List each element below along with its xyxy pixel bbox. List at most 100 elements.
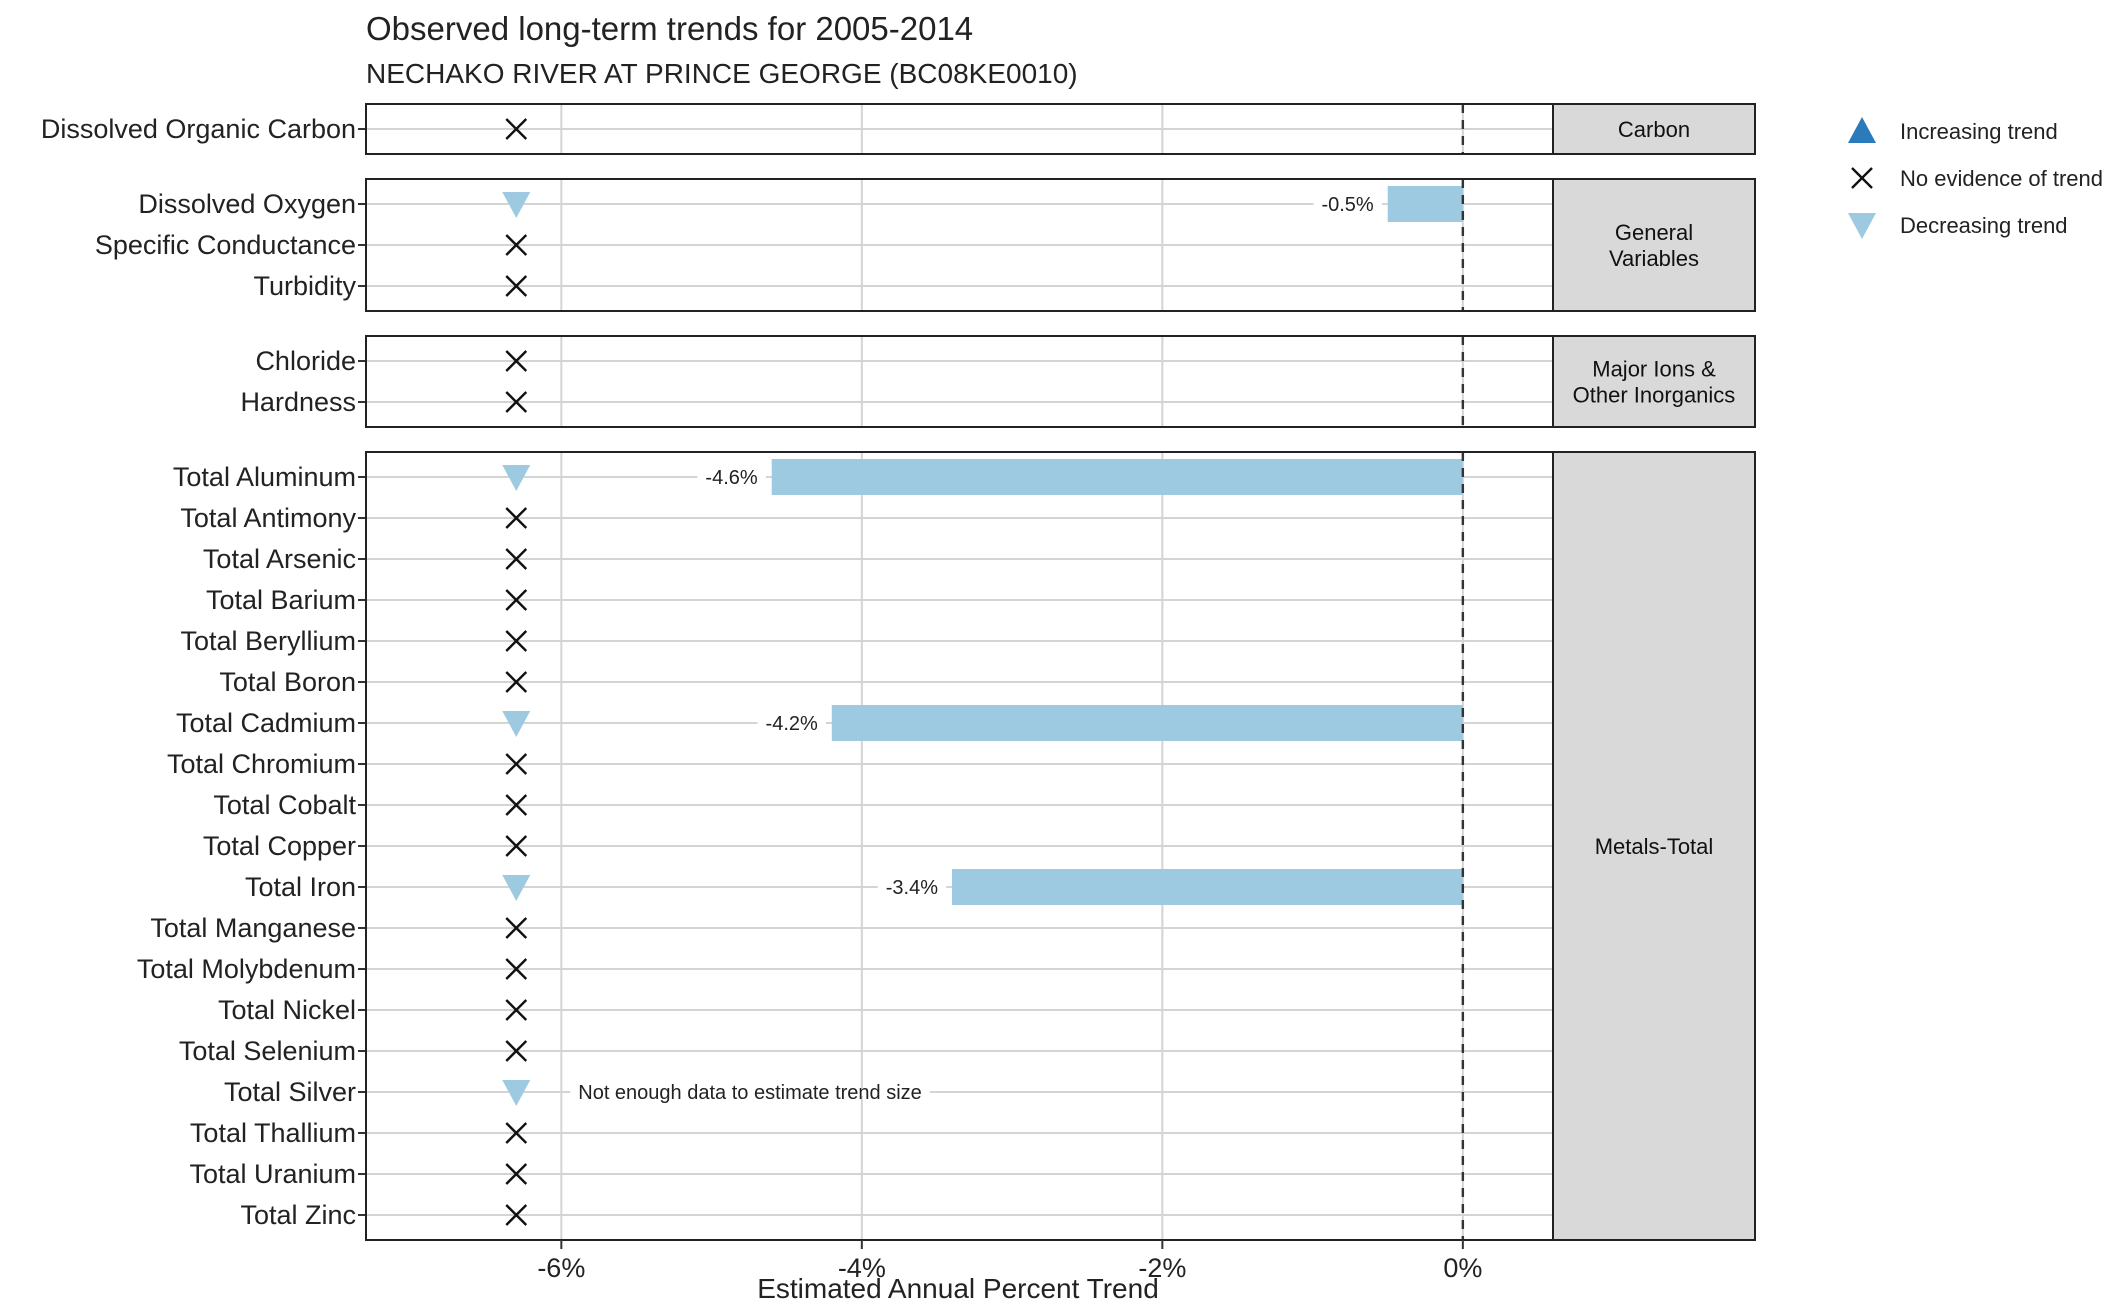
no-trend-marker-turbidity-stroke-b	[505, 275, 528, 297]
row-label-total-silver: Total Silver	[224, 1077, 356, 1107]
row-label-turbidity: Turbidity	[253, 271, 356, 301]
row-label-hardness: Hardness	[240, 387, 356, 417]
no-trend-marker-total-beryllium-stroke-b	[505, 630, 528, 652]
decreasing-marker-total-silver	[502, 1080, 531, 1106]
panel-major-ions-other-inorganics: Chloride Hardness Major Ions &Other Inorga…	[240, 335, 1756, 428]
legend-increasing-icon	[1848, 117, 1876, 143]
no-trend-marker-turbidity	[505, 275, 528, 297]
row-label-total-thallium: Total Thallium	[190, 1118, 356, 1148]
row-label-total-arsenic: Total Arsenic	[203, 544, 356, 574]
row-label-total-molybdenum: Total Molybdenum	[137, 954, 356, 984]
row-label-total-cadmium: Total Cadmium	[176, 708, 356, 738]
bar-dissolved-oxygen	[1387, 186, 1463, 222]
no-trend-marker-total-copper-stroke-b	[505, 835, 528, 857]
no-trend-marker-total-nickel	[505, 999, 528, 1021]
no-trend-marker-total-beryllium	[505, 630, 528, 652]
strip-label-metals-total: Metals-Total	[1595, 834, 1714, 859]
chart-title: Observed long-term trends for 2005-2014	[366, 10, 973, 47]
strip-label-general-variables: General	[1615, 220, 1693, 245]
bar-label-total-aluminum: -4.6%	[705, 467, 757, 489]
no-trend-marker-total-molybdenum-stroke-b	[505, 958, 528, 980]
x-tick-label-0: -6%	[537, 1253, 585, 1283]
legend-no-trend-icon	[1851, 167, 1873, 189]
row-label-total-uranium: Total Uranium	[189, 1159, 356, 1189]
no-trend-marker-chloride-stroke-b	[505, 350, 528, 372]
chart-subtitle: NECHAKO RIVER AT PRINCE GEORGE (BC08KE00…	[366, 58, 1078, 89]
row-label-dissolved-oxygen: Dissolved Oxygen	[138, 189, 356, 219]
note-bg-total-silver	[570, 1088, 930, 1096]
no-trend-marker-total-manganese	[505, 917, 528, 939]
strip-carbon	[1552, 103, 1756, 155]
legend-label-decreasing-trend: Decreasing trend	[1900, 213, 2068, 238]
no-trend-marker-total-molybdenum	[505, 958, 528, 980]
no-trend-marker-hardness	[505, 391, 528, 413]
panels-layer: Dissolved Organic Carbon CarbonDissolved …	[41, 103, 1756, 1241]
no-trend-marker-total-thallium-stroke-b	[505, 1122, 528, 1144]
bar-label-total-cadmium: -4.2%	[766, 713, 818, 735]
legend: Increasing trend No evidence of trend Decr…	[1848, 117, 2103, 239]
row-label-dissolved-organic-carbon: Dissolved Organic Carbon	[41, 114, 356, 144]
row-label-total-boron: Total Boron	[219, 667, 356, 697]
row-label-total-chromium: Total Chromium	[167, 749, 356, 779]
no-trend-marker-total-thallium	[505, 1122, 528, 1144]
bar-label-bg-total-iron	[877, 883, 947, 891]
row-label-total-barium: Total Barium	[206, 585, 356, 615]
no-trend-marker-total-chromium-stroke-b	[505, 753, 528, 775]
bar-label-dissolved-oxygen: -0.5%	[1321, 194, 1373, 216]
no-trend-marker-chloride	[505, 350, 528, 372]
decreasing-marker-dissolved-oxygen	[502, 192, 531, 218]
strip-label-carbon: Carbon	[1618, 117, 1690, 142]
bar-total-iron	[951, 869, 1463, 905]
panel-general-variables: Dissolved Oxygen -0.5% Specific Conductanc…	[95, 178, 1756, 312]
legend-decreasing-icon	[1848, 213, 1876, 239]
x-axis-label: Estimated Annual Percent Trend	[757, 1273, 1159, 1304]
decreasing-marker-total-iron	[502, 875, 531, 901]
no-trend-marker-total-cobalt	[505, 794, 528, 816]
legend-label-increasing-trend: Increasing trend	[1900, 119, 2058, 144]
panel-carbon: Dissolved Organic Carbon Carbon	[41, 103, 1756, 155]
no-trend-marker-total-boron	[505, 671, 528, 693]
no-trend-marker-total-uranium-stroke-b	[505, 1163, 528, 1185]
strip-label-major-ions-other-inorganics: Major Ions &	[1592, 357, 1716, 382]
bar-label-total-iron: -3.4%	[886, 877, 938, 899]
no-trend-marker-total-zinc-stroke-b	[505, 1204, 528, 1226]
no-trend-marker-total-barium	[505, 589, 528, 611]
decreasing-marker-total-cadmium	[502, 711, 531, 737]
panel-background	[366, 336, 1553, 427]
no-trend-marker-specific-conductance	[505, 234, 528, 256]
bar-total-aluminum	[771, 459, 1463, 495]
no-trend-marker-total-copper	[505, 835, 528, 857]
strip-label-major-ions-other-inorganics: Other Inorganics	[1573, 383, 1736, 408]
row-label-total-zinc: Total Zinc	[240, 1200, 356, 1230]
no-trend-marker-total-antimony-stroke-b	[505, 507, 528, 529]
no-trend-marker-total-arsenic-stroke-b	[505, 548, 528, 570]
row-label-total-iron: Total Iron	[245, 872, 356, 902]
no-trend-marker-total-selenium	[505, 1040, 528, 1062]
no-trend-marker-total-chromium	[505, 753, 528, 775]
no-trend-marker-total-antimony	[505, 507, 528, 529]
bar-label-bg-total-aluminum	[697, 473, 766, 481]
no-trend-marker-total-zinc	[505, 1204, 528, 1226]
legend-label-no-evidence-of-trend: No evidence of trend	[1900, 166, 2103, 191]
panel-metals-total: Total Aluminum -4.6% Total Antimony Total A…	[137, 451, 1756, 1241]
x-tick-label-1: -4%	[838, 1253, 886, 1283]
row-label-total-nickel: Total Nickel	[218, 995, 356, 1025]
row-label-total-copper: Total Copper	[203, 831, 356, 861]
row-label-specific-conductance: Specific Conductance	[95, 230, 356, 260]
no-trend-marker-total-uranium	[505, 1163, 528, 1185]
strip-general-variables	[1552, 178, 1756, 312]
x-tick-label-3: 0%	[1443, 1253, 1482, 1283]
bar-label-bg-total-cadmium	[757, 719, 826, 727]
no-trend-marker-dissolved-organic-carbon	[505, 118, 528, 140]
bar-total-cadmium	[831, 705, 1463, 741]
bar-label-bg-dissolved-oxygen	[1313, 200, 1382, 208]
row-label-chloride: Chloride	[255, 346, 356, 376]
no-trend-marker-total-selenium-stroke-b	[505, 1040, 528, 1062]
row-label-total-selenium: Total Selenium	[179, 1036, 356, 1066]
decreasing-marker-total-aluminum	[502, 465, 531, 491]
strip-metals-total	[1552, 451, 1756, 1241]
no-trend-marker-total-nickel-stroke-b	[505, 999, 528, 1021]
row-label-total-cobalt: Total Cobalt	[213, 790, 356, 820]
no-trend-marker-total-arsenic	[505, 548, 528, 570]
